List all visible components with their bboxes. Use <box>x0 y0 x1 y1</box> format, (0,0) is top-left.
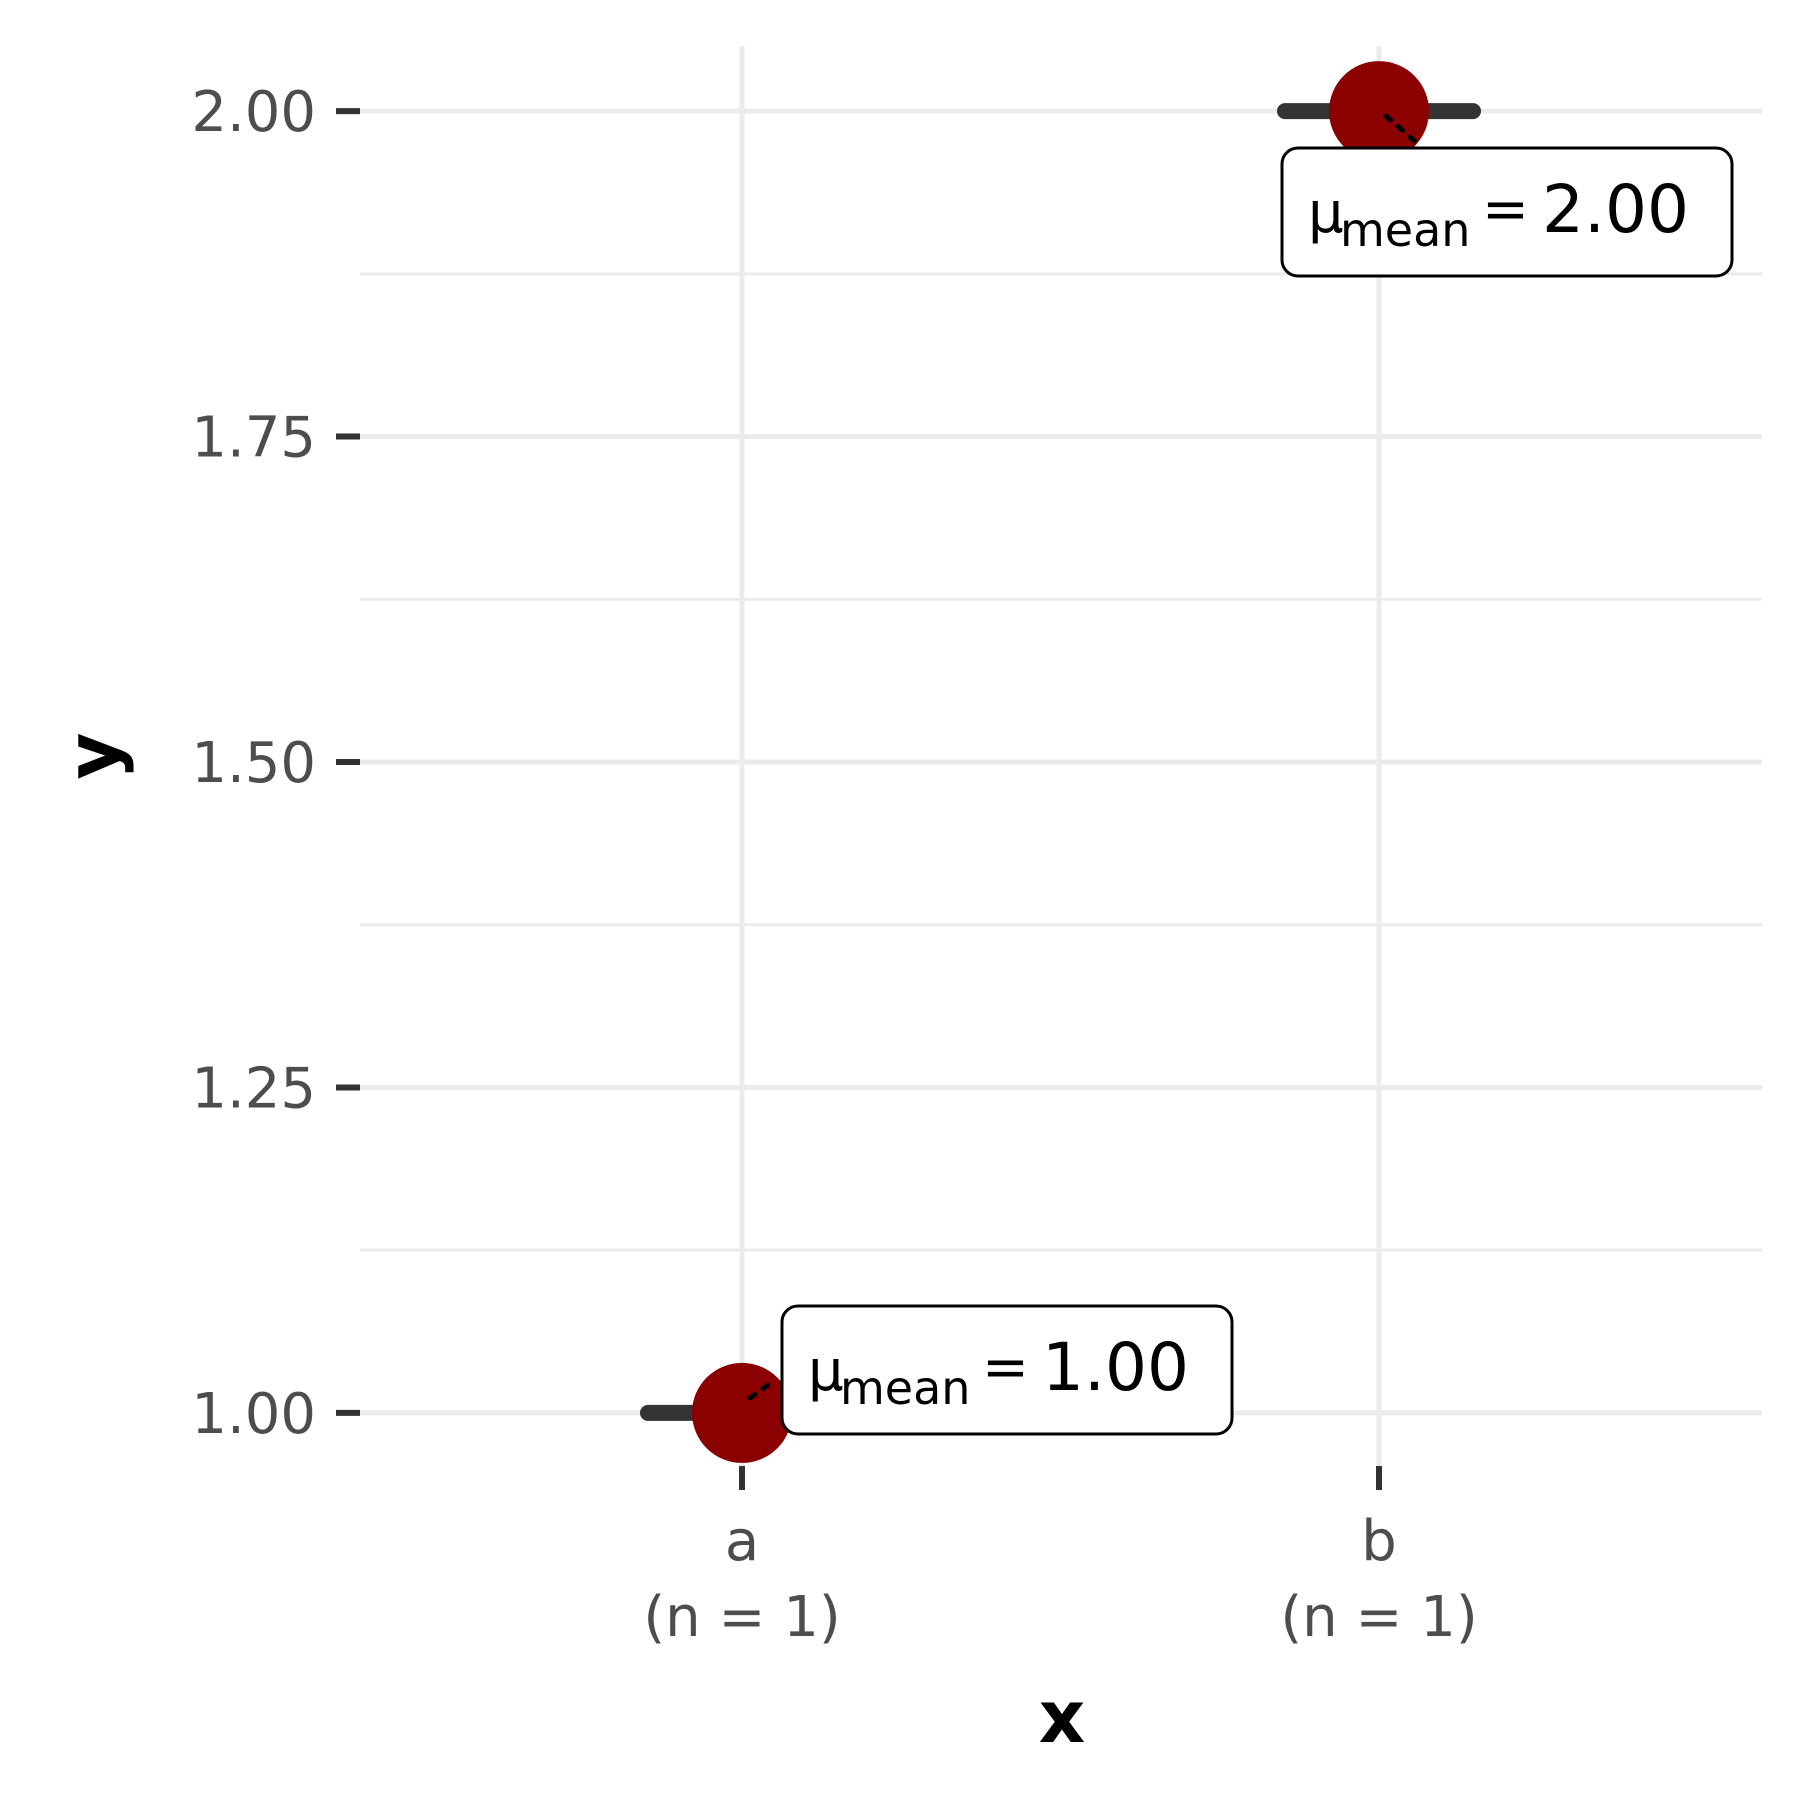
mean-symbol: μ <box>1308 181 1344 246</box>
mean-label-leader <box>1383 113 1421 147</box>
mean-subscript: mean <box>1340 203 1470 257</box>
mean-point <box>1329 61 1429 162</box>
mean-value: 1.00 <box>1042 1329 1189 1406</box>
mean-label-box <box>780 1304 1234 1436</box>
mean-label-leader <box>747 1377 778 1401</box>
y-axis: 1.00 1.25 1.50 1.75 2.00 <box>191 80 360 1447</box>
y-tick-label: 1.25 <box>191 1056 316 1121</box>
x-count-label: (n = 1) <box>643 1585 840 1650</box>
y-tick-label: 1.00 <box>191 1382 316 1447</box>
mean-equals: = <box>982 1335 1029 1400</box>
mean-label-box <box>1280 146 1734 278</box>
x-axis-title: x <box>1039 1675 1085 1759</box>
x-count-label: (n = 1) <box>1280 1585 1477 1650</box>
data-marks <box>640 61 1481 1463</box>
mean-point <box>692 1362 792 1463</box>
x-tick-label: a <box>725 1509 759 1574</box>
x-tick-label: b <box>1361 1509 1397 1574</box>
y-tick-label: 1.50 <box>191 731 316 796</box>
y-tick-label: 1.75 <box>191 406 316 471</box>
mean-value: 2.00 <box>1542 171 1689 248</box>
y-axis-title: y <box>51 733 135 780</box>
mean-symbol: μ <box>808 1339 844 1404</box>
x-axis: a (n = 1) b (n = 1) <box>643 1466 1478 1650</box>
mean-equals: = <box>1482 177 1529 242</box>
mean-subscript: mean <box>840 1361 970 1415</box>
y-tick-label: 2.00 <box>191 80 316 145</box>
